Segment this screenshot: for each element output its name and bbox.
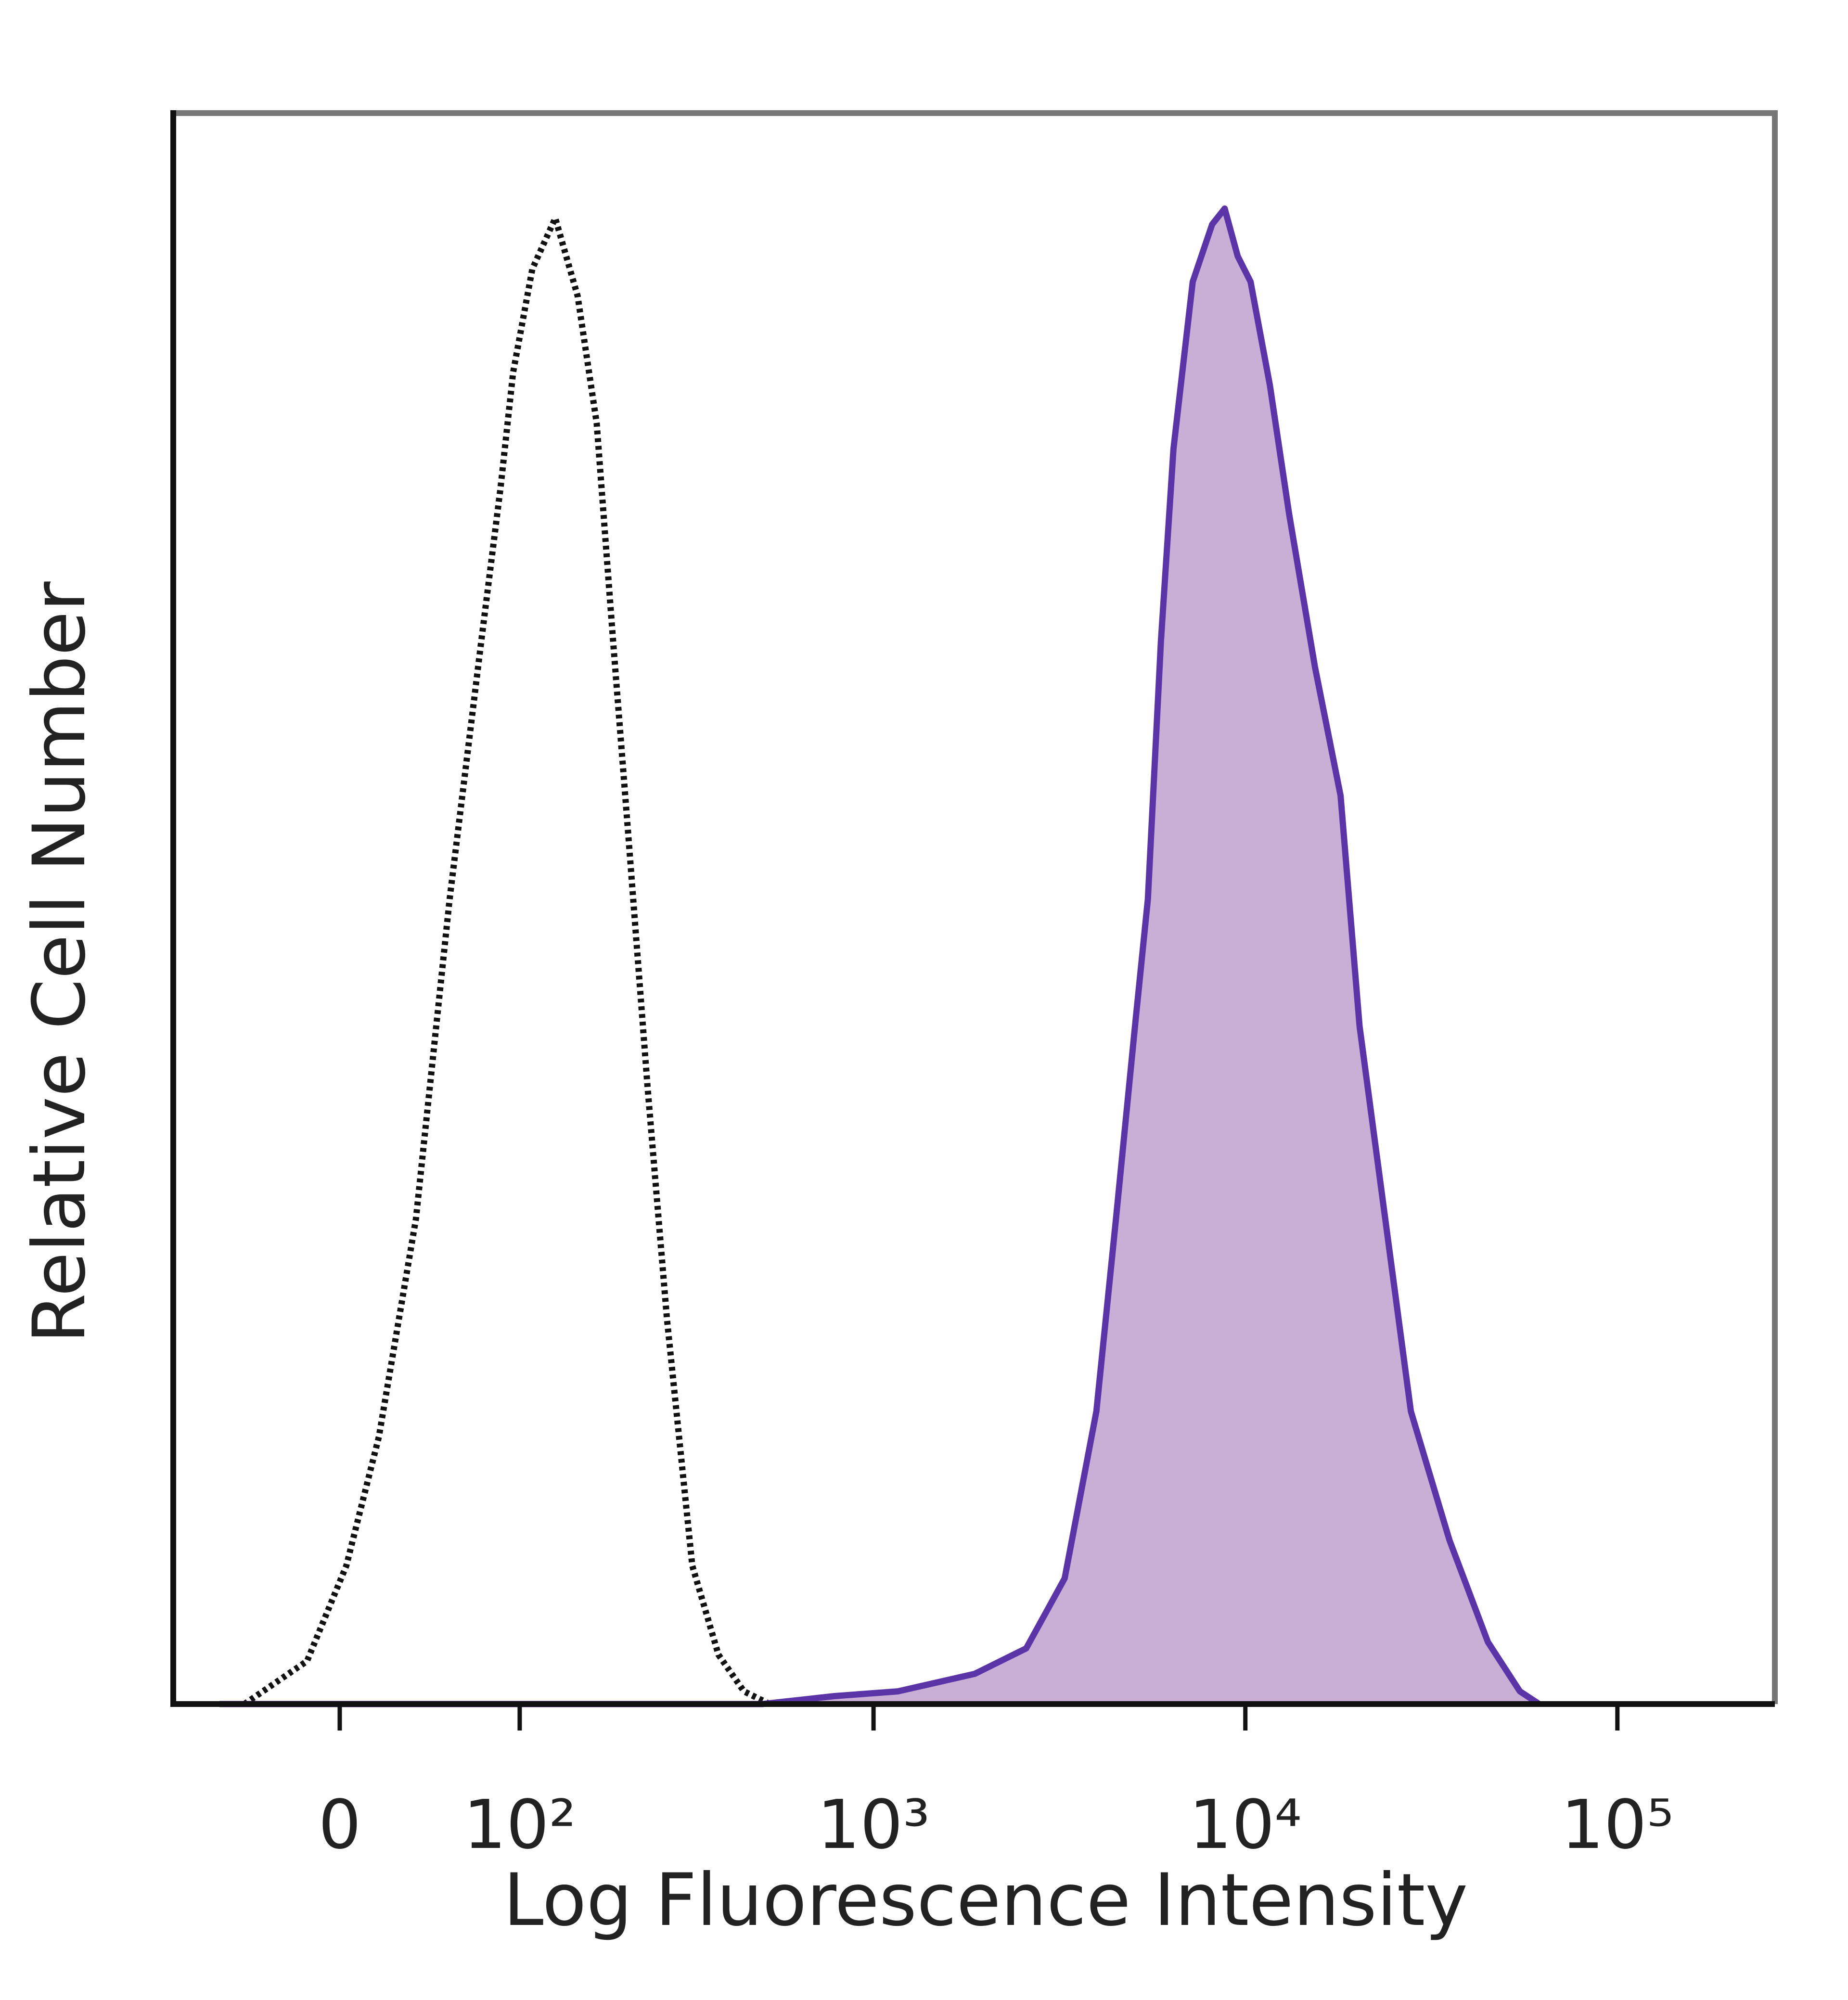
x-axis-label: Log Fluorescence Intensity <box>503 1859 1468 1942</box>
y-axis-label: Relative Cell Number <box>18 581 102 1344</box>
x-tick-label: 10² <box>463 1786 576 1864</box>
x-tick-label: 10⁵ <box>1561 1786 1674 1864</box>
histogram-line <box>243 215 771 1707</box>
histogram-area <box>219 208 1540 1705</box>
x-tick-label: 0 <box>318 1786 361 1864</box>
histogram-line <box>219 205 1541 1707</box>
x-tick-label: 10⁴ <box>1189 1786 1302 1864</box>
x-tick-label: 10³ <box>817 1786 930 1864</box>
plot-frame-top-right <box>173 110 1778 1704</box>
